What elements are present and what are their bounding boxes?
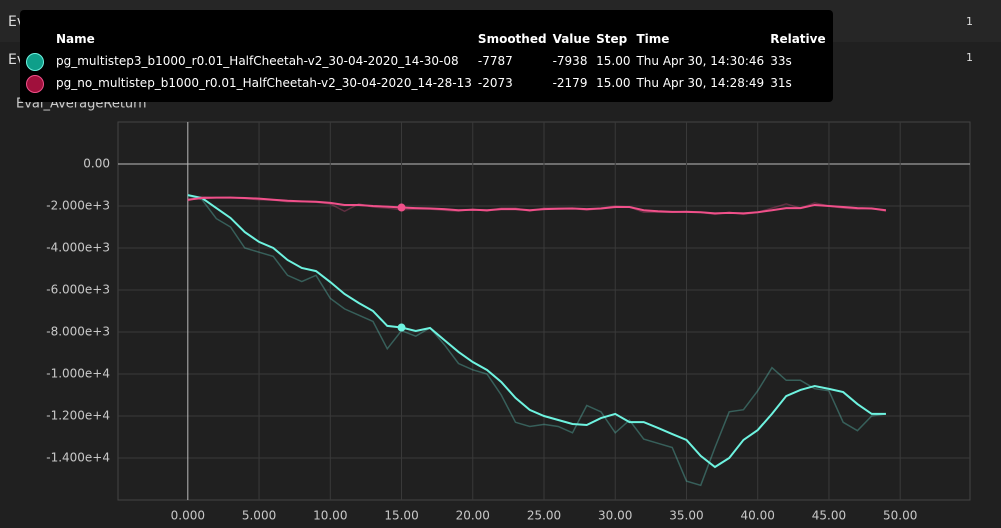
cell-text: pg_multistep3_b1000_r0.01_HalfCheetah-v2…: [56, 54, 459, 68]
cell-text: 31s: [770, 76, 792, 90]
tooltip-cell: 33s: [770, 50, 831, 72]
x-tick-label: 30.00: [598, 509, 632, 523]
x-tick-label: 45.00: [812, 509, 846, 523]
tooltip-row: pg_no_multistep_b1000_r0.01_HalfCheetah-…: [26, 72, 832, 94]
series-swatch: [26, 75, 44, 93]
tooltip-cell: 15.00: [596, 72, 636, 94]
x-tick-label: 40.00: [741, 509, 775, 523]
tooltip-header: Time: [636, 32, 670, 46]
y-tick-label: -8.000e+3: [46, 325, 110, 339]
tooltip-cell: 15.00: [596, 50, 636, 72]
cell-text: Thu Apr 30, 14:30:46: [636, 54, 765, 68]
y-tick-label: -1.000e+4: [46, 367, 110, 381]
x-tick-label: 0.000: [171, 509, 205, 523]
cell-text: 33s: [770, 54, 792, 68]
smoothed-line: [187, 194, 886, 469]
tooltip: Name Smoothed Value Step Time Relative pg_mult…: [20, 10, 833, 102]
y-tick-label: -1.200e+4: [46, 409, 110, 423]
tooltip-row: pg_multistep3_b1000_r0.01_HalfCheetah-v2…: [26, 50, 832, 72]
raw-line: [187, 195, 887, 216]
tooltip-cell: -7938: [553, 50, 597, 72]
tooltip-header: Smoothed: [477, 32, 547, 46]
cell-text: -2179: [552, 76, 588, 90]
x-tick-label: 15.00: [384, 509, 418, 523]
panel-count: 1: [966, 51, 973, 64]
tooltip-cell: 31s: [770, 72, 831, 94]
y-tick-label: 0.00: [83, 157, 110, 171]
cell-text: Thu Apr 30, 14:28:49: [636, 76, 765, 90]
tooltip-header: Step: [596, 32, 628, 46]
tooltip-cell: Thu Apr 30, 14:30:46: [636, 50, 770, 72]
tooltip-cell: pg_multistep3_b1000_r0.01_HalfCheetah-v2…: [26, 50, 478, 72]
cell-text: 15.00: [596, 76, 631, 90]
y-tick-label: -6.000e+3: [46, 283, 110, 297]
cell-text: -7787: [477, 54, 513, 68]
tooltip-cell: pg_no_multistep_b1000_r0.01_HalfCheetah-…: [26, 72, 478, 94]
tooltip-header: Name: [56, 32, 95, 46]
x-tick-label: 20.00: [456, 509, 490, 523]
x-tick-label: 10.00: [313, 509, 347, 523]
series-swatch: [26, 53, 44, 71]
tooltip-cell: -2073: [478, 72, 553, 94]
cell-text: pg_no_multistep_b1000_r0.01_HalfCheetah-…: [56, 76, 472, 90]
cell-text: -2073: [477, 76, 513, 90]
tooltip-cell: Thu Apr 30, 14:28:49: [636, 72, 770, 94]
tooltip-header: Relative: [770, 32, 826, 46]
raw-line: [187, 194, 887, 487]
cell-text: -7938: [552, 54, 588, 68]
smoothed-line: [187, 196, 887, 215]
tooltip-cell: -7787: [478, 50, 553, 72]
y-tick-label: -4.000e+3: [46, 241, 110, 255]
y-tick-label: -2.000e+3: [46, 199, 110, 213]
cell-text: 15.00: [596, 54, 631, 68]
hover-dot: [397, 323, 406, 332]
x-tick-label: 50.00: [883, 509, 917, 523]
y-tick-label: -1.400e+4: [46, 451, 110, 465]
tooltip-cell: -2179: [553, 72, 597, 94]
x-tick-label: 5.000: [242, 509, 276, 523]
tooltip-header: Value: [552, 32, 591, 46]
panel-count: 1: [966, 15, 973, 28]
x-tick-label: 35.00: [669, 509, 703, 523]
x-tick-label: 25.00: [527, 509, 561, 523]
tooltip-table: Name Smoothed Value Step Time Relative pg_mult…: [26, 28, 832, 94]
hover-dot: [397, 203, 406, 212]
